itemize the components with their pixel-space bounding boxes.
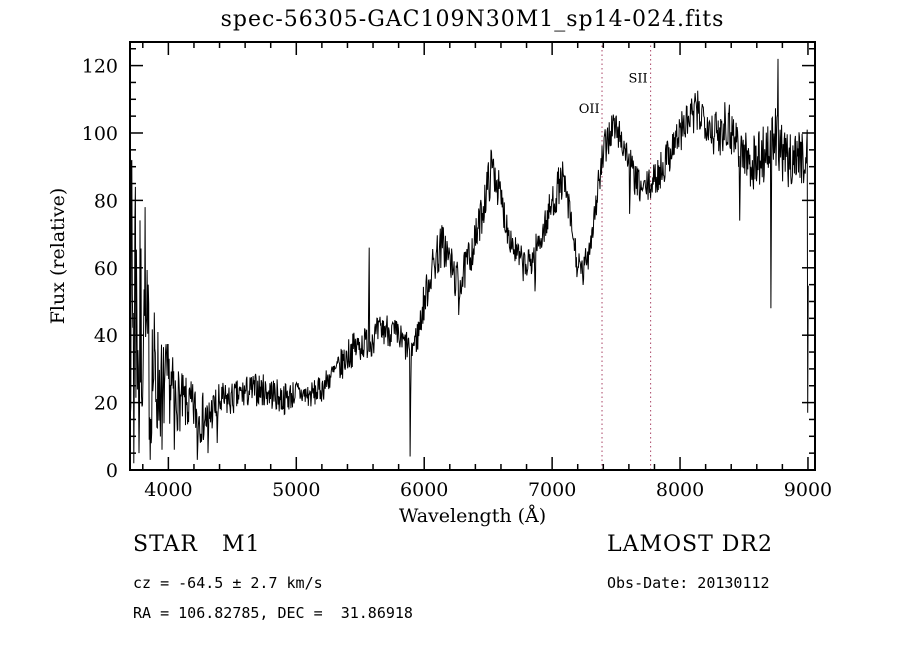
x-tick-label: 9000 xyxy=(784,479,832,501)
object-type-label: STAR M1 xyxy=(133,532,261,557)
obs-date-label: Obs-Date: 20130112 xyxy=(607,574,770,592)
y-tick-label: 60 xyxy=(94,258,118,280)
x-tick-label: 8000 xyxy=(656,479,704,501)
y-tick-label: 0 xyxy=(106,460,118,482)
chart-title: spec-56305-GAC109N30M1_sp14-024.fits xyxy=(221,7,725,32)
plot-frame xyxy=(129,41,816,471)
coordinates-label: RA = 106.82785, DEC = 31.86918 xyxy=(133,604,413,622)
y-tick-label: 20 xyxy=(94,393,118,415)
y-tick-label: 40 xyxy=(94,325,118,347)
annotation-label-SII: SII xyxy=(628,71,647,86)
y-tick-label: 120 xyxy=(82,56,118,78)
x-tick-label: 7000 xyxy=(528,479,576,501)
y-axis-label: Flux (relative) xyxy=(47,188,69,325)
x-tick-label: 4000 xyxy=(144,479,192,501)
spectrum-line xyxy=(129,58,809,464)
survey-label: LAMOST DR2 xyxy=(607,532,773,557)
x-tick-label: 6000 xyxy=(400,479,448,501)
annotation-label-OII: OII xyxy=(579,102,600,117)
x-axis-label: Wavelength (Å) xyxy=(399,505,546,527)
y-tick-label: 80 xyxy=(94,190,118,212)
x-tick-label: 5000 xyxy=(272,479,320,501)
spectrum-chart: OII SII 4000 5000 6000 7000 8000 9000 0 20 40 60 80 1… xyxy=(47,7,832,527)
radial-velocity-label: cz = -64.5 ± 2.7 km/s xyxy=(133,574,323,592)
y-tick-label: 100 xyxy=(82,123,118,145)
